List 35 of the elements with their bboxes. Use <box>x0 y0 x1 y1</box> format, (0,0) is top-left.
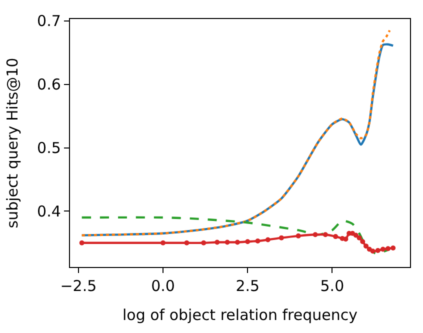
x-tick-label: 0.0 <box>151 277 175 296</box>
x-tick-label: −2.5 <box>60 277 97 296</box>
point <box>201 240 206 246</box>
y-axis-title: subject query Hits@10 <box>3 58 22 228</box>
point <box>255 238 260 244</box>
point <box>296 233 301 238</box>
point <box>380 246 386 252</box>
point <box>184 240 190 246</box>
point <box>265 237 270 242</box>
x-tick-label: 2.5 <box>236 277 260 296</box>
y-tick-label: 0.5 <box>37 139 61 158</box>
point <box>386 246 391 252</box>
y-tick-label: 0.7 <box>37 12 61 30</box>
point <box>234 240 240 245</box>
point <box>322 232 328 238</box>
x-tick-label: 5.0 <box>320 277 344 296</box>
y-tick-label: 0.4 <box>37 202 61 220</box>
point <box>390 245 396 250</box>
x-axis-title: log of object relation frequency <box>122 306 358 324</box>
point <box>160 240 166 246</box>
point <box>214 240 220 245</box>
point <box>375 248 380 254</box>
point <box>333 234 338 240</box>
point <box>343 236 348 242</box>
point <box>356 235 362 240</box>
point <box>224 240 230 245</box>
point <box>278 235 284 240</box>
point <box>245 239 250 244</box>
point <box>364 244 369 249</box>
point <box>360 239 366 244</box>
y-tick-label: 0.6 <box>37 76 61 94</box>
point <box>79 240 84 246</box>
point <box>370 248 376 254</box>
point <box>312 232 318 238</box>
point <box>353 232 358 238</box>
